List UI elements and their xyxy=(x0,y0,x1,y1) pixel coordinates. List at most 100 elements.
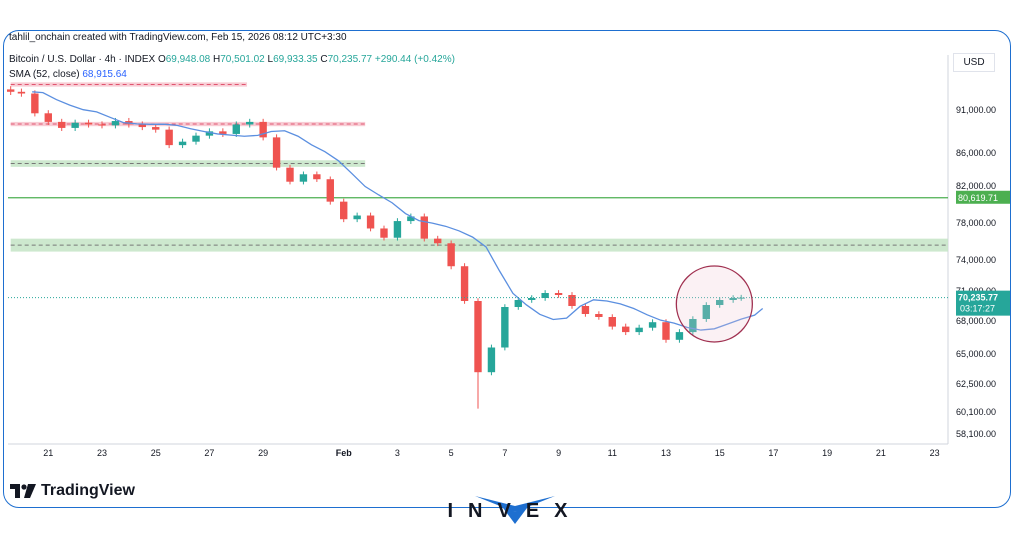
candle-body xyxy=(366,215,375,229)
x-tick-label: 19 xyxy=(822,448,832,458)
candle-body xyxy=(165,129,173,146)
legend-sma-label: SMA (52, close) xyxy=(9,69,80,80)
zone-support-3 xyxy=(10,238,948,252)
x-tick-label: 9 xyxy=(556,448,561,458)
candle-body xyxy=(219,131,227,134)
candle-body xyxy=(299,174,308,182)
candle-body xyxy=(246,121,254,125)
tradingview-logo-icon xyxy=(10,484,36,498)
candle-body xyxy=(17,91,26,94)
last-price-label: 70,235.77 xyxy=(958,293,998,303)
candle-body xyxy=(380,228,388,238)
x-tick-label: 23 xyxy=(930,448,940,458)
candle-body xyxy=(460,266,469,301)
tradingview-logo: TradingView xyxy=(10,482,135,500)
candle-body xyxy=(178,141,187,146)
brand-name: TradingView xyxy=(41,482,135,499)
candle-body xyxy=(58,121,66,128)
candle-body xyxy=(340,201,348,220)
invex-watermark: INVEX xyxy=(440,490,590,530)
candle-body xyxy=(205,131,214,136)
candle-body xyxy=(353,215,361,220)
legend-high-label: H xyxy=(213,54,221,65)
x-tick-label: 23 xyxy=(97,448,107,458)
x-tick-label: Feb xyxy=(336,448,353,458)
candle-body xyxy=(434,238,442,244)
highlight-circle xyxy=(675,265,753,343)
y-tick-label: 86,000.00 xyxy=(956,148,996,158)
y-tick-label: 91,000.00 xyxy=(956,105,996,115)
x-tick-label: 27 xyxy=(204,448,214,458)
legend-low-label: L xyxy=(267,54,274,65)
candle-body xyxy=(6,89,15,92)
x-tick-label: 13 xyxy=(661,448,671,458)
candle-body xyxy=(675,332,684,340)
candle-body xyxy=(71,122,79,128)
currency-button[interactable]: USD xyxy=(953,53,995,72)
candle-body xyxy=(98,124,106,126)
x-tick-label: 15 xyxy=(715,448,725,458)
x-tick-label: 5 xyxy=(449,448,454,458)
candle-body xyxy=(84,122,93,125)
candle-body xyxy=(554,293,563,295)
candle-body xyxy=(111,121,120,126)
candle-body xyxy=(608,317,616,327)
candle-body xyxy=(232,124,240,134)
y-tick-label: 82,000.00 xyxy=(956,181,996,191)
legend-open: 69,948.08 xyxy=(165,54,211,65)
candle-body xyxy=(192,135,200,142)
x-tick-label: 21 xyxy=(876,448,886,458)
candle-body xyxy=(581,306,590,314)
legend-open-label: O xyxy=(157,54,166,65)
x-tick-label: 11 xyxy=(608,448,617,458)
candle-body xyxy=(420,216,428,239)
candle-body xyxy=(487,347,496,373)
x-tick-label: 21 xyxy=(43,448,53,458)
candle-body xyxy=(716,300,724,305)
x-tick-label: 17 xyxy=(768,448,778,458)
candle-body xyxy=(138,124,146,128)
x-tick-label: 3 xyxy=(395,448,400,458)
candle-body xyxy=(326,179,334,202)
y-tick-label: 62,500.00 xyxy=(956,379,996,389)
x-tick-label: 25 xyxy=(151,448,161,458)
y-tick-label: 74,000.00 xyxy=(956,255,996,265)
legend: Bitcoin / U.S. Dollar · 4h · INDEX O69,9… xyxy=(9,52,455,82)
candle-body xyxy=(313,174,321,180)
candle-body xyxy=(259,121,267,138)
candle-body xyxy=(393,221,402,238)
candle-body xyxy=(152,127,160,130)
candle-body xyxy=(514,300,522,307)
y-tick-label: 78,000.00 xyxy=(956,218,996,228)
legend-change: +290.44 (+0.42%) xyxy=(374,54,455,65)
chart-credit: tahlil_onchain created with TradingView.… xyxy=(9,32,347,43)
level-badge xyxy=(956,190,1010,204)
level-badge-label: 80,619.71 xyxy=(958,193,998,203)
legend-sma-value: 68,915.64 xyxy=(82,69,127,80)
x-tick-label: 7 xyxy=(502,448,507,458)
y-tick-label: 65,000.00 xyxy=(956,349,996,359)
legend-close-label: C xyxy=(320,54,328,65)
last-price-badge xyxy=(956,290,1010,316)
candle-body xyxy=(648,322,657,328)
candle-body xyxy=(44,113,52,122)
legend-close: 70,235.77 xyxy=(327,54,373,65)
legend-low: 69,933.35 xyxy=(273,54,318,65)
y-tick-label: 60,100.00 xyxy=(956,407,996,417)
sma-line xyxy=(32,91,764,331)
legend-ohlc-row: Bitcoin / U.S. Dollar · 4h · INDEX O69,9… xyxy=(9,52,455,67)
y-tick-label: 68,000.00 xyxy=(956,316,996,326)
candle-body xyxy=(447,243,455,267)
legend-sma-row: SMA (52, close) 68,915.64 xyxy=(9,67,455,82)
candle-body xyxy=(568,295,576,306)
countdown-label: 03:17:27 xyxy=(960,304,995,314)
candle-body xyxy=(31,93,39,114)
legend-high: 70,501.02 xyxy=(220,54,265,65)
candle-body xyxy=(737,297,745,299)
candle-body xyxy=(702,305,710,319)
zone-resistance-0 xyxy=(10,82,248,87)
candle-body xyxy=(528,298,536,300)
candle-body xyxy=(622,326,630,333)
candle-body xyxy=(474,301,482,373)
